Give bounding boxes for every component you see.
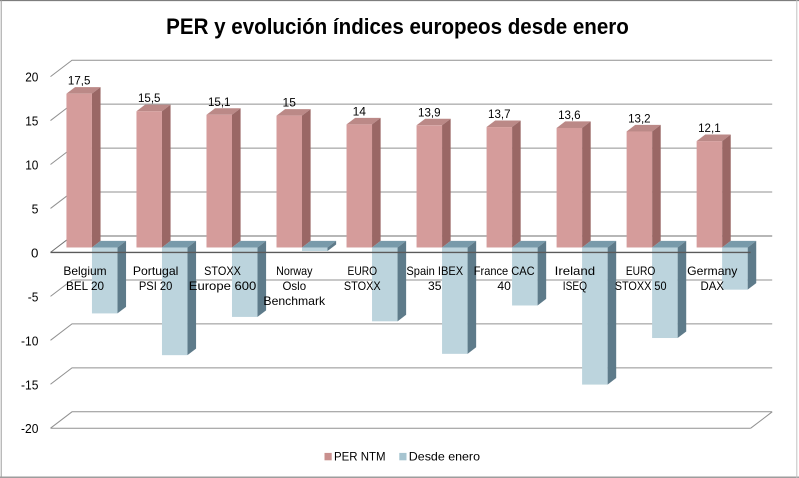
svg-text:Ireland: Ireland (555, 264, 596, 278)
svg-text:-15: -15 (21, 377, 38, 392)
svg-text:PER y evolución índices europe: PER y evolución índices europeos desde e… (166, 14, 629, 39)
svg-text:Oslo: Oslo (283, 279, 307, 293)
svg-text:DAX: DAX (701, 279, 725, 293)
svg-text:Portugal: Portugal (133, 264, 179, 278)
svg-text:13,2: 13,2 (628, 113, 651, 125)
svg-text:17,5: 17,5 (68, 76, 91, 88)
svg-text:15: 15 (283, 98, 296, 110)
svg-text:STOXX: STOXX (204, 264, 241, 278)
svg-text:Germany: Germany (687, 264, 737, 278)
svg-text:13,6: 13,6 (558, 110, 581, 122)
svg-text:BEL 20: BEL 20 (66, 279, 104, 293)
svg-text:15: 15 (25, 114, 38, 129)
svg-text:-20: -20 (21, 421, 38, 436)
svg-text:10: 10 (25, 158, 38, 173)
svg-text:EURO: EURO (348, 264, 378, 278)
svg-text:40: 40 (497, 279, 511, 293)
svg-text:ISEQ: ISEQ (563, 279, 587, 293)
svg-text:14: 14 (353, 106, 367, 118)
svg-text:Norway: Norway (276, 264, 312, 278)
svg-text:PER NTM: PER NTM (334, 449, 386, 463)
svg-text:Spain IBEX: Spain IBEX (406, 264, 463, 278)
svg-text:35: 35 (428, 279, 442, 293)
svg-text:13,7: 13,7 (488, 109, 511, 121)
svg-text:STOXX 50: STOXX 50 (615, 279, 667, 293)
svg-text:Europe 600: Europe 600 (189, 279, 257, 293)
svg-text:PSI 20: PSI 20 (139, 279, 173, 293)
svg-text:12,1: 12,1 (698, 123, 721, 135)
svg-text:-10: -10 (21, 333, 38, 348)
svg-text:-5: -5 (28, 289, 39, 304)
svg-text:Desde enero: Desde enero (409, 449, 481, 463)
svg-text:0: 0 (31, 245, 38, 260)
svg-text:13,9: 13,9 (418, 107, 441, 119)
svg-text:EURO: EURO (626, 264, 656, 278)
svg-text:STOXX: STOXX (344, 279, 381, 293)
svg-text:15,5: 15,5 (138, 93, 161, 105)
svg-text:France CAC: France CAC (474, 264, 535, 278)
svg-text:20: 20 (25, 70, 38, 85)
svg-text:Benchmark: Benchmark (263, 294, 326, 308)
svg-text:15,1: 15,1 (208, 97, 231, 109)
svg-text:5: 5 (32, 201, 39, 216)
svg-text:Belgium: Belgium (63, 264, 106, 278)
